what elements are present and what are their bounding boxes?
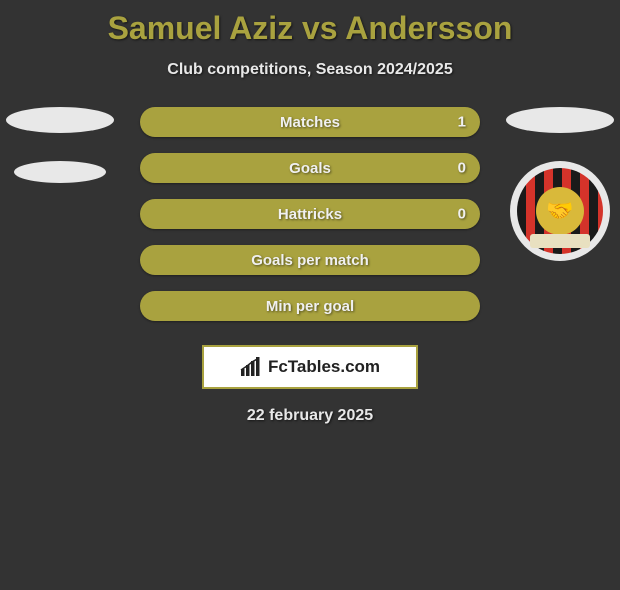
stat-row-goals-per-match: Goals per match (140, 245, 480, 275)
handshake-icon: 🤝 (546, 198, 573, 224)
right-player-column: 🤝 (500, 107, 620, 261)
stat-value-right: 0 (458, 206, 466, 223)
page-subtitle: Club competitions, Season 2024/2025 (0, 61, 620, 79)
stat-row-matches: Matches 1 (140, 107, 480, 137)
stat-row-goals: Goals 0 (140, 153, 480, 183)
brand-watermark: FcTables.com (202, 345, 418, 389)
stat-label: Goals (289, 160, 331, 177)
club-badge-inner: 🤝 (517, 168, 603, 254)
stats-list: Matches 1 Goals 0 Hattricks 0 Goals per … (140, 107, 480, 321)
brommapojkarna-badge: 🤝 (510, 161, 610, 261)
stat-label: Min per goal (266, 298, 354, 315)
comparison-content: 🤝 Matches 1 Goals 0 Hattricks 0 Goals pe… (0, 107, 620, 425)
left-player-placeholder-2 (14, 161, 106, 183)
stat-value-right: 1 (458, 114, 466, 131)
stat-row-hattricks: Hattricks 0 (140, 199, 480, 229)
right-player-placeholder-1 (506, 107, 614, 133)
club-badge-center: 🤝 (536, 187, 584, 235)
left-player-placeholder-1 (6, 107, 114, 133)
stat-row-min-per-goal: Min per goal (140, 291, 480, 321)
stat-label: Matches (280, 114, 340, 131)
left-player-column (0, 107, 120, 211)
brand-text: FcTables.com (268, 357, 380, 377)
stat-value-right: 0 (458, 160, 466, 177)
club-badge-ribbon (530, 234, 590, 248)
page-title: Samuel Aziz vs Andersson (0, 10, 620, 47)
footer-date: 22 february 2025 (0, 407, 620, 425)
bar-chart-icon (240, 357, 262, 377)
stat-label: Hattricks (278, 206, 342, 223)
stat-label: Goals per match (251, 252, 369, 269)
